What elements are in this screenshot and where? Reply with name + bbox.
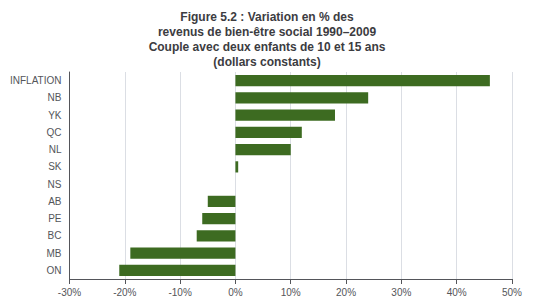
svg-text:20%: 20%	[336, 287, 356, 298]
svg-text:QC: QC	[46, 127, 61, 138]
svg-text:-20%: -20%	[113, 287, 136, 298]
svg-text:ON: ON	[46, 265, 61, 276]
svg-text:PE: PE	[48, 213, 62, 224]
svg-text:MB: MB	[46, 248, 61, 259]
svg-text:SK: SK	[48, 161, 62, 172]
svg-text:50%: 50%	[502, 287, 522, 298]
svg-text:AB: AB	[48, 196, 62, 207]
svg-text:NL: NL	[49, 144, 62, 155]
svg-text:-30%: -30%	[58, 287, 81, 298]
svg-text:Couple avec deux enfants de 10: Couple avec deux enfants de 10 et 15 ans	[149, 40, 386, 54]
svg-text:10%: 10%	[281, 287, 301, 298]
svg-text:30%: 30%	[391, 287, 411, 298]
svg-text:(dollars constants): (dollars constants)	[213, 55, 320, 69]
svg-text:Figure 5.2 : Variation en % de: Figure 5.2 : Variation en % des	[180, 10, 354, 24]
svg-text:0%: 0%	[228, 287, 243, 298]
svg-text:-10%: -10%	[168, 287, 191, 298]
svg-text:revenus de bien-être social 19: revenus de bien-être social 1990–2009	[158, 25, 376, 39]
svg-text:INFLATION: INFLATION	[10, 75, 61, 86]
svg-text:NS: NS	[48, 179, 62, 190]
svg-text:NB: NB	[48, 92, 62, 103]
svg-text:BC: BC	[48, 230, 62, 241]
svg-text:40%: 40%	[447, 287, 467, 298]
svg-text:YK: YK	[48, 110, 62, 121]
